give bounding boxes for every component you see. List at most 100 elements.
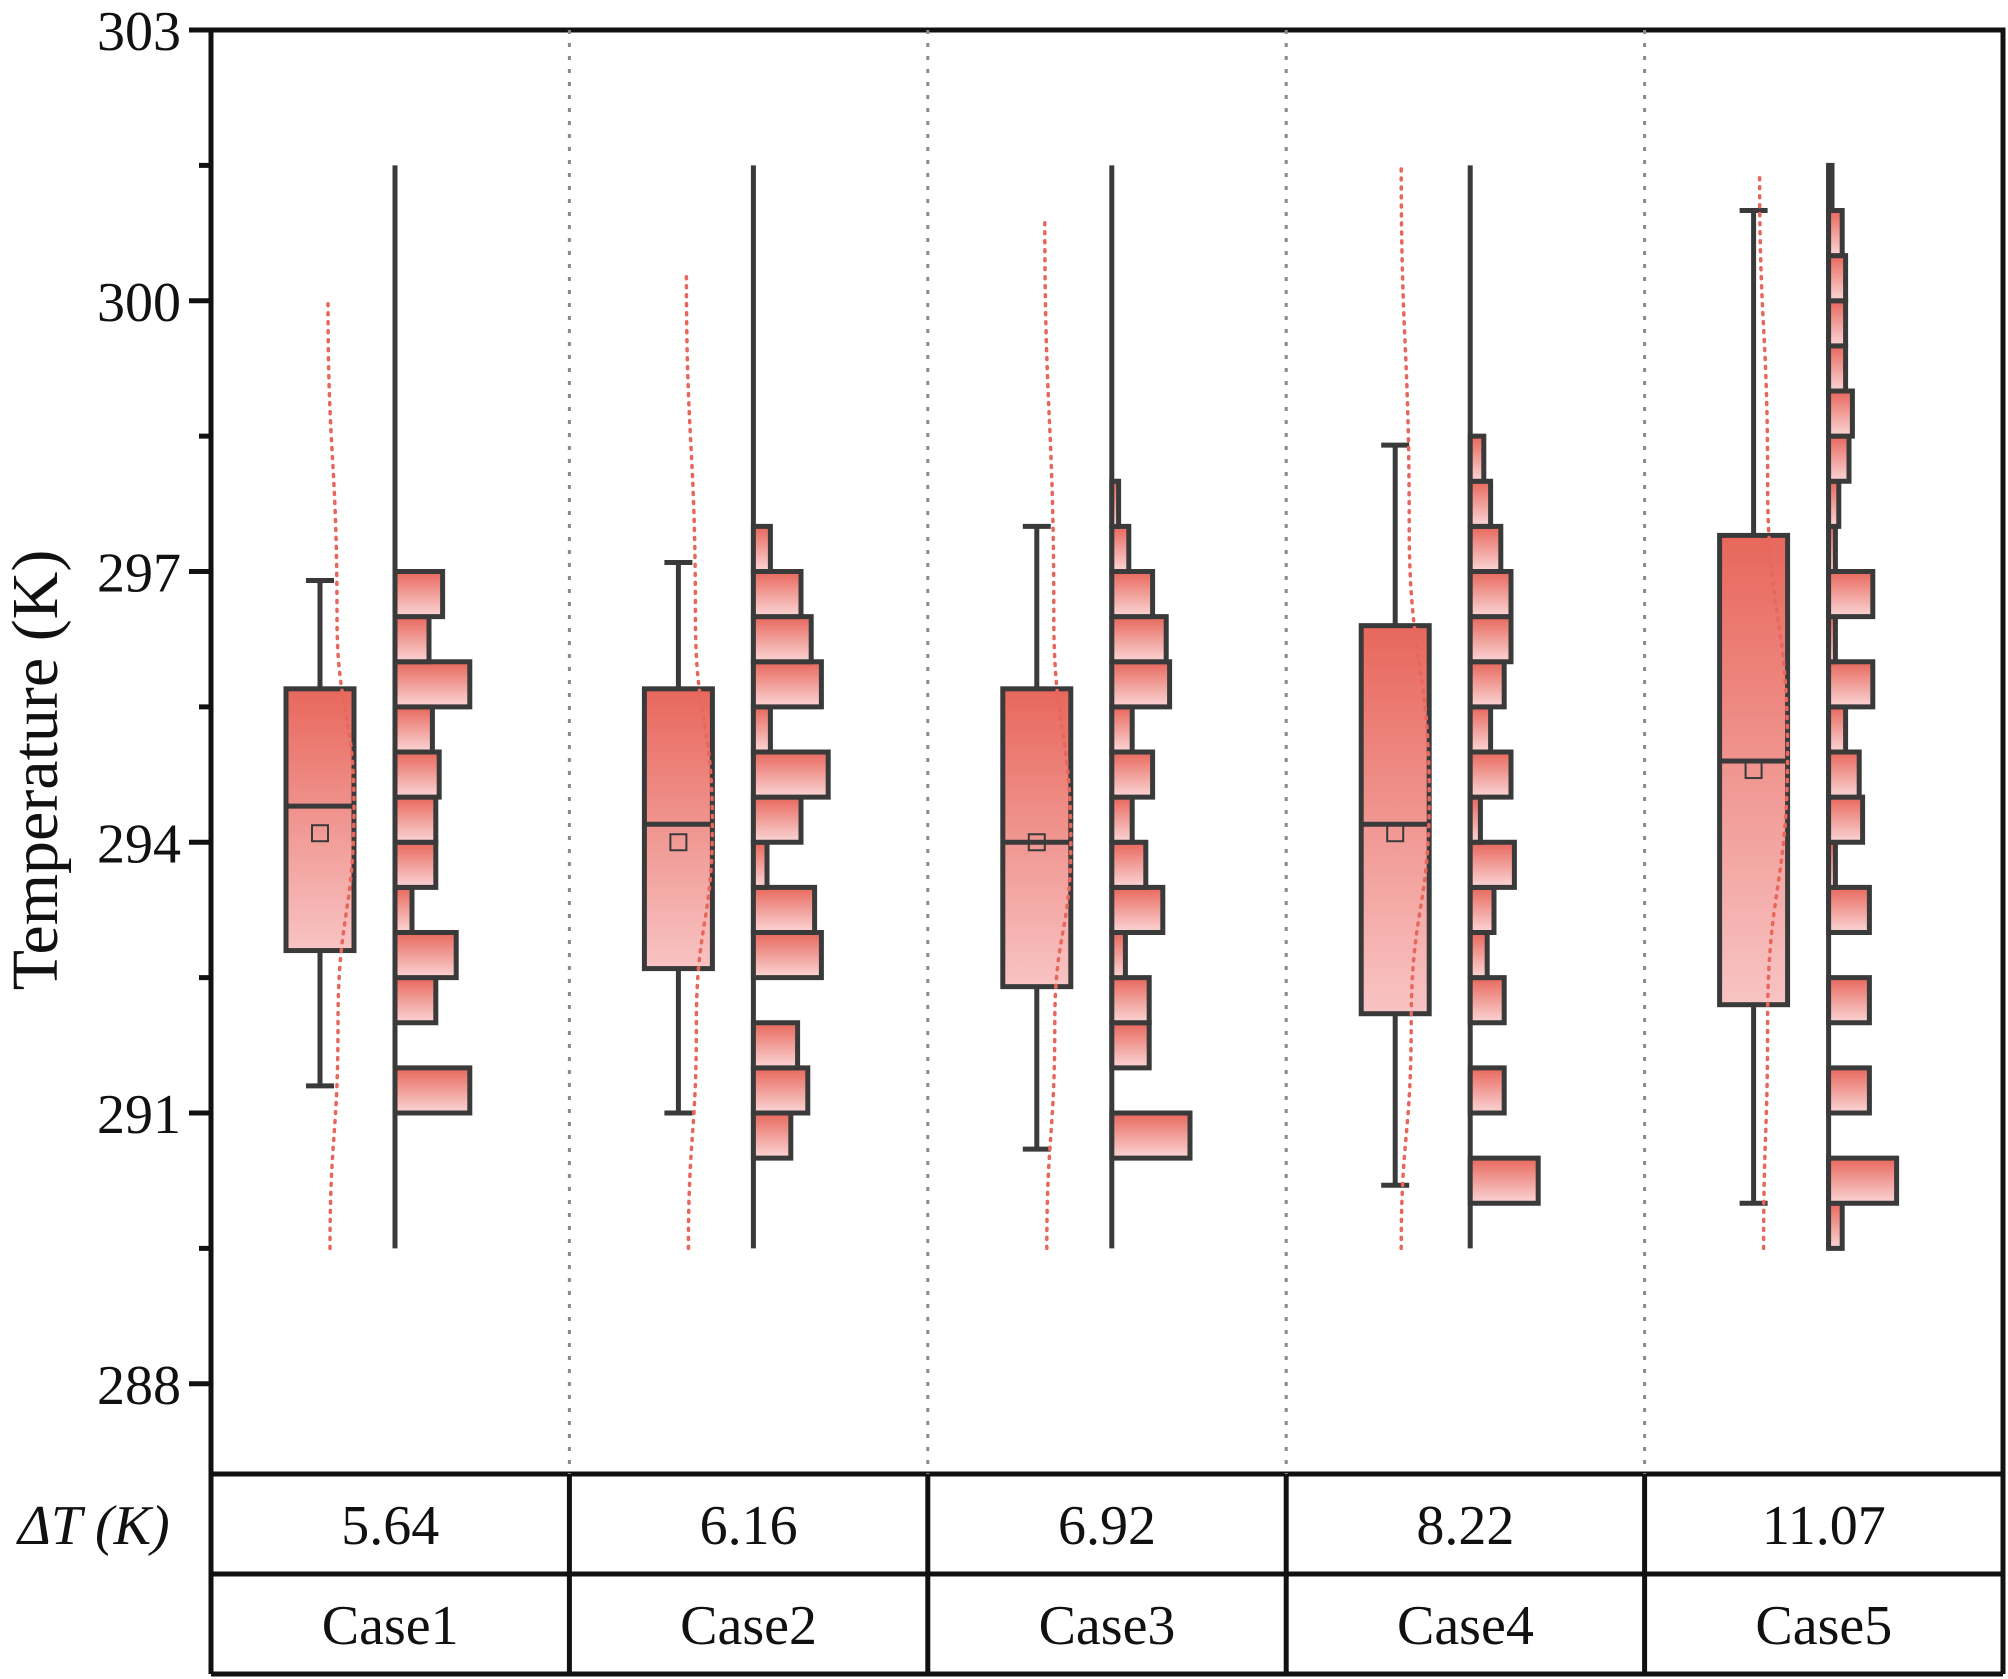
histogram-bin bbox=[1109, 569, 1156, 620]
box bbox=[1000, 686, 1074, 990]
histogram-bin bbox=[750, 749, 831, 800]
case-group-4 bbox=[1358, 163, 1541, 1251]
histogram-bin bbox=[1467, 930, 1490, 981]
histogram-bin bbox=[392, 975, 439, 1026]
histogram-bin bbox=[1467, 839, 1517, 890]
y-tick-label: 300 bbox=[97, 272, 181, 334]
histogram-bin bbox=[1826, 1065, 1872, 1116]
histogram-bin bbox=[1826, 478, 1842, 529]
histogram-bin bbox=[750, 839, 770, 890]
histogram-bin bbox=[1109, 1020, 1152, 1071]
histogram-bin bbox=[1826, 614, 1838, 665]
y-tick-label: 288 bbox=[97, 1355, 181, 1417]
histogram-bin bbox=[1467, 884, 1497, 935]
histogram-bin bbox=[1826, 388, 1855, 439]
histogram-bin bbox=[1109, 930, 1128, 981]
table-row-label: ΔT (K) bbox=[16, 1495, 170, 1557]
table-cell: Case5 bbox=[1755, 1595, 1892, 1657]
box bbox=[283, 686, 357, 954]
histogram-bin bbox=[1467, 1065, 1507, 1116]
histogram-bin bbox=[1467, 433, 1487, 484]
y-axis-label: Temperature (K) bbox=[0, 550, 72, 991]
histogram-bin bbox=[392, 794, 439, 845]
histogram-bin bbox=[1467, 1155, 1541, 1206]
histogram-bin bbox=[392, 569, 446, 620]
histogram-bin bbox=[392, 749, 442, 800]
histogram-bin bbox=[1109, 1110, 1193, 1161]
box bbox=[641, 686, 715, 972]
histogram-bin bbox=[392, 704, 435, 755]
mean-marker bbox=[1027, 833, 1046, 852]
histogram-bin bbox=[1826, 253, 1849, 304]
histogram-bin bbox=[1109, 478, 1122, 529]
histogram-bin bbox=[392, 1065, 473, 1116]
histogram-bin bbox=[750, 523, 773, 574]
plot-area: 288 291 294 297 300 303 bbox=[97, 1, 2006, 1477]
histogram-bin bbox=[1109, 749, 1156, 800]
case-group-2 bbox=[641, 165, 831, 1251]
histogram-bin bbox=[1467, 659, 1507, 710]
histogram-bin bbox=[1826, 208, 1845, 259]
histogram-bin bbox=[1467, 478, 1494, 529]
table-cell: Case3 bbox=[1039, 1595, 1176, 1657]
histogram-bin bbox=[1826, 884, 1872, 935]
histogram-bin bbox=[1826, 433, 1852, 484]
histogram-bin bbox=[750, 794, 804, 845]
histogram-bin bbox=[392, 659, 473, 710]
y-tick-label: 303 bbox=[97, 1, 181, 63]
histogram-bin bbox=[750, 1065, 811, 1116]
box bbox=[1717, 532, 1791, 1008]
y-tick-label: 294 bbox=[97, 813, 181, 875]
histogram-bin bbox=[1467, 614, 1514, 665]
histogram-bin bbox=[1467, 794, 1483, 845]
histogram-bin bbox=[1109, 704, 1135, 755]
histogram-bin bbox=[1467, 569, 1514, 620]
y-tick-label: 297 bbox=[97, 543, 181, 605]
mean-marker bbox=[1386, 824, 1405, 843]
histogram-bin bbox=[750, 704, 773, 755]
table-cell: 8.22 bbox=[1416, 1495, 1514, 1557]
histogram-bin bbox=[1826, 162, 1835, 213]
histogram-bin bbox=[1826, 749, 1862, 800]
mean-marker bbox=[311, 824, 329, 843]
distribution-curve bbox=[1757, 172, 1790, 1251]
histogram-bin bbox=[1109, 523, 1132, 574]
histogram-bin bbox=[392, 839, 439, 890]
plot-frame bbox=[208, 27, 2006, 1477]
table-cell: 6.92 bbox=[1058, 1495, 1156, 1557]
histogram-bin bbox=[1826, 794, 1866, 845]
table-cell: Case4 bbox=[1397, 1595, 1534, 1657]
histogram-bin bbox=[1109, 659, 1173, 710]
histogram-bin bbox=[1826, 298, 1849, 349]
histogram-bin bbox=[1826, 659, 1876, 710]
histogram-bin bbox=[750, 930, 824, 981]
distribution-curve bbox=[1043, 217, 1073, 1251]
histogram-bin bbox=[1467, 975, 1507, 1026]
histogram-bin bbox=[1826, 569, 1876, 620]
histogram-bin bbox=[1826, 343, 1849, 394]
y-tick-label: 291 bbox=[97, 1084, 181, 1146]
histogram-bin bbox=[1826, 523, 1838, 574]
histogram-bin bbox=[1826, 1200, 1845, 1251]
distribution-curve bbox=[684, 271, 715, 1251]
histogram-bin bbox=[750, 1020, 801, 1071]
histogram-bin bbox=[1826, 1155, 1900, 1206]
histogram-bin bbox=[392, 930, 459, 981]
histogram-bin bbox=[750, 569, 804, 620]
data-table: ΔT (K) 5.64 6.16 6.92 8.22 11.07 Case1 Case2 Cas… bbox=[16, 1474, 2006, 1677]
histogram-bin bbox=[750, 1110, 794, 1161]
histogram-bin bbox=[1826, 839, 1838, 890]
histogram-bin bbox=[750, 614, 814, 665]
histogram-bin bbox=[1109, 884, 1166, 935]
histogram-bin bbox=[1109, 614, 1169, 665]
case-group-5 bbox=[1717, 162, 1900, 1251]
histogram-bin bbox=[1109, 975, 1152, 1026]
mean-marker bbox=[669, 833, 688, 852]
histogram-bin bbox=[1467, 704, 1494, 755]
box bbox=[1358, 623, 1432, 1017]
histogram-bin bbox=[1109, 839, 1149, 890]
histogram-bin bbox=[1109, 794, 1135, 845]
case-group-3 bbox=[1000, 165, 1193, 1251]
histogram-bin bbox=[750, 659, 824, 710]
